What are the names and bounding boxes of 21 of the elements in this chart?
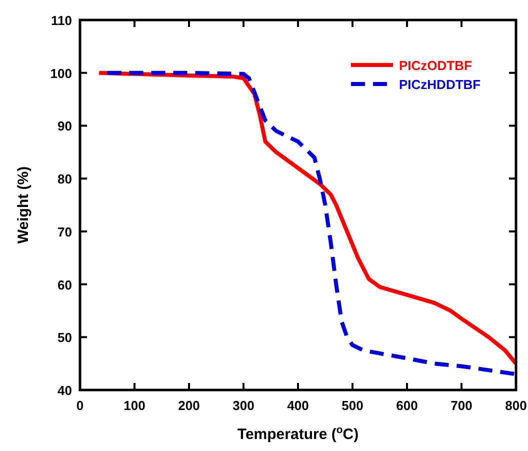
x-tick-label: 600 bbox=[396, 398, 418, 413]
y-tick-label: 70 bbox=[58, 224, 72, 240]
x-tick-label: 400 bbox=[287, 398, 309, 413]
x-tick-label: 300 bbox=[232, 398, 254, 413]
y-tick-label: 110 bbox=[51, 13, 72, 28]
legend-label: PICzHDDTBF bbox=[399, 77, 481, 92]
y-tick-label: 80 bbox=[58, 172, 72, 187]
x-tick-label: 0 bbox=[76, 398, 84, 413]
x-tick-label: 100 bbox=[124, 398, 146, 413]
y-tick-label: 50 bbox=[58, 330, 72, 346]
y-tick-label: 60 bbox=[58, 277, 72, 292]
x-tick-label: 500 bbox=[342, 398, 364, 413]
y-tick-label: 100 bbox=[50, 66, 72, 81]
y-tick-label: 90 bbox=[58, 118, 72, 134]
x-axis-title: Temperature ($^{o}$C) bbox=[237, 424, 359, 443]
x-tick-label: 700 bbox=[450, 398, 472, 413]
x-tick-label: 800 bbox=[505, 398, 527, 413]
y-tick-label: 40 bbox=[58, 383, 72, 398]
legend-label: PICzODTBF bbox=[399, 58, 472, 73]
x-tick-label: 200 bbox=[178, 398, 200, 413]
y-axis-title: Weight (%) bbox=[15, 166, 32, 244]
